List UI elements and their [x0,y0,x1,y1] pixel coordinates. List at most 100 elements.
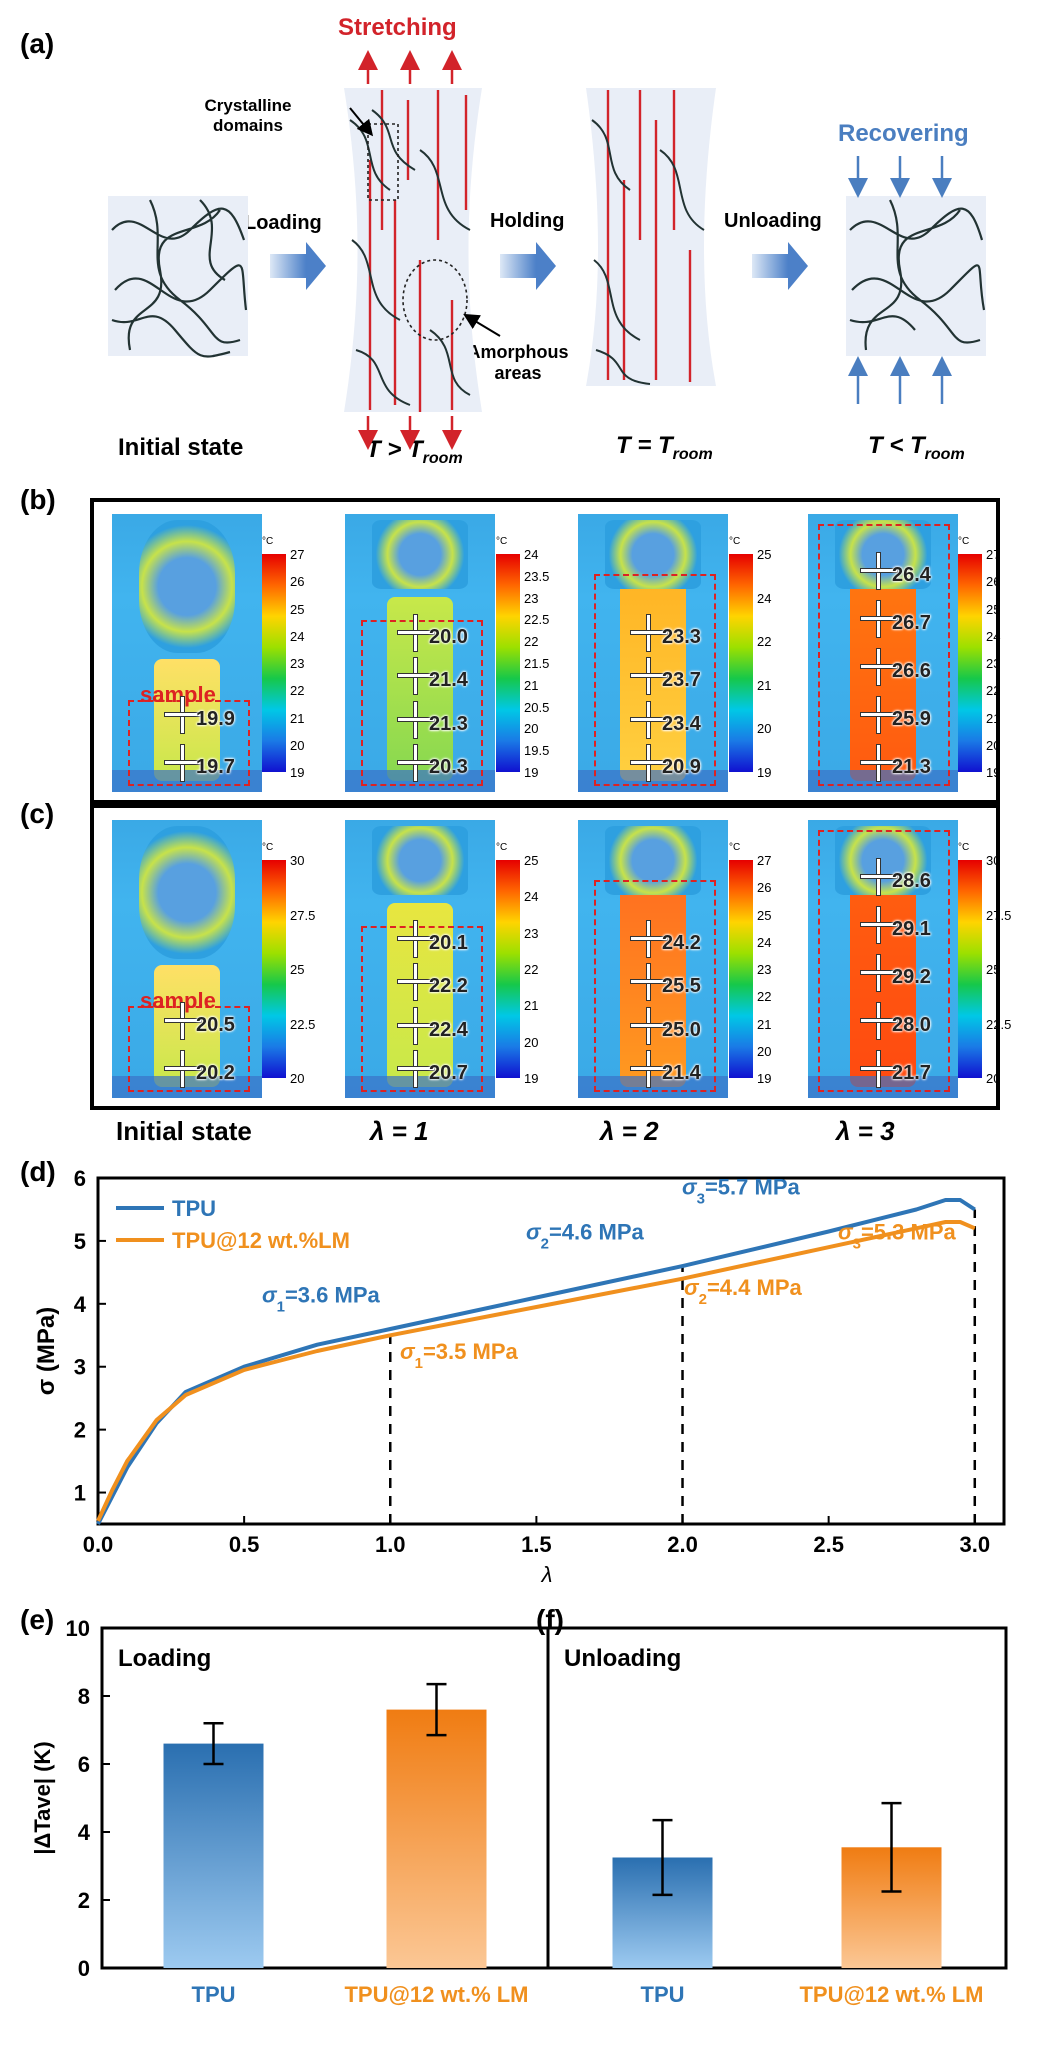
temperature-reading: 21.7 [892,1062,931,1084]
temperature-reading: 26.7 [892,612,931,634]
temperature-reading: 23.3 [662,626,701,648]
temperature-reading: 20.5 [196,1014,235,1036]
panel-f-label: (f) [536,1604,564,1635]
measurement-cursor [630,700,668,739]
caption-lambda-1: λ = 1 [370,1116,429,1146]
colorbar-tick-label: 22 [757,989,772,1005]
colorbar-tick-label: 24 [524,889,539,905]
unloading-arrow [752,254,788,278]
colorbar-tick-label: 21 [524,677,539,693]
temperature-reading: 19.9 [196,708,235,730]
measurement-cursor [397,700,435,739]
sample-region-outline [361,620,483,786]
colorbar-tick-label: 26 [290,574,305,590]
measurement-cursor [397,657,435,696]
measurement-cursor [164,744,202,782]
colorbar-tick-label: 30 [986,853,1001,868]
colorbar [729,554,753,772]
temperature-reading: 25.5 [662,975,701,998]
temperature-reading: 22.4 [429,1018,468,1041]
measurement-cursor [630,963,668,1002]
measurement-cursor [630,614,668,652]
measurement-cursor [630,920,668,958]
series-line-tpu-lm [96,1220,976,1522]
colorbar-tick-label: 27.5 [986,907,1012,923]
colorbar-tick-label: 22 [757,634,772,650]
colorbar [262,554,286,772]
colorbar-unit: °C [262,536,274,547]
panel-title: Unloading [564,1645,681,1672]
colorbar [958,860,982,1078]
caption-lambda-3: λ = 3 [836,1116,895,1146]
temperature-reading: 20.0 [429,626,468,648]
plot-frame [96,1176,1006,1526]
sigma-annotation: σ3=5.3 MPa [838,1220,956,1253]
temperature-reading: 22.2 [429,975,468,998]
colorbar-tick-label: 23 [524,590,539,606]
panel_b-thermal-image-4: 26.4 26.7 26.6 25.9 21.3 [808,514,958,792]
colorbar-tick-label: 21 [290,710,305,726]
colorbar-tick-label: 20 [524,1034,539,1050]
colorbar-tick-label: 26 [986,574,1001,590]
measurement-cursor [860,906,898,944]
colorbar-unit: °C [729,536,741,547]
panel_b-thermal-image-2: 20.0 21.4 21.3 20.3 [345,514,495,792]
legend-label: TPU [172,1196,216,1221]
colorbar-tick-label: 20 [986,737,1001,753]
sample-region-outline [361,926,483,1092]
holding-sample [586,88,716,386]
bar-tpu-lm [386,1709,487,1968]
condition-1-sub: room [422,449,463,467]
colorbar-tick-label: 27 [290,547,305,562]
measurement-cursor [860,1002,898,1040]
measurement-cursor [860,696,898,734]
temperature-reading: 21.4 [429,669,468,692]
condition-2: T = Troom [616,432,713,464]
panel_c-thermal-image-2: 20.1 22.2 22.4 20.7 [345,820,495,1098]
colorbar [729,860,753,1078]
measurement-cursor [630,657,668,696]
recovered-sample [846,156,986,404]
condition-2-sub: room [672,445,713,463]
colorbar-unit: °C [729,842,741,853]
colorbar [496,554,520,772]
colorbar-tick-label: 20 [290,1071,305,1086]
measurement-cursor [860,600,898,638]
x-tick-label: 3.0 [959,1532,990,1557]
bar-tpu [163,1743,264,1968]
panel-c-label: (c) [20,798,55,829]
temperature-reading: 20.9 [662,756,701,778]
colorbar-tick-label: 25 [757,907,772,923]
panel_c-thermal-image-3: 24.2 25.5 25.0 21.4 [578,820,728,1098]
temperature-reading: 29.1 [892,918,931,940]
temperature-reading: 20.7 [429,1062,468,1084]
measurement-cursor [860,552,898,590]
colorbar-tick-label: 20 [290,737,305,753]
colorbar-tick-label: 24 [290,628,305,644]
caption-lambda-2: λ = 2 [600,1116,659,1146]
panel-c-frame [90,804,1000,1110]
x-tick-label: 0.5 [229,1532,260,1557]
sample-region-outline [594,880,716,1092]
colorbar-tick-label: 25 [290,601,305,617]
colorbar-tick-label: 23 [524,925,539,941]
y-tick-label: 8 [78,1684,90,1709]
y-tick-label: 5 [74,1229,86,1254]
recovering-label: Recovering [838,120,969,147]
measurement-cursor [860,648,898,686]
y-tick-label: 10 [66,1616,90,1641]
panel-title: Loading [118,1645,211,1672]
temperature-reading: 29.2 [892,966,931,988]
colorbar-tick-label: 23 [986,656,1001,671]
crystalline-label: Crystalline domains [188,96,308,136]
colorbar [262,860,286,1078]
colorbar-tick-label: 27 [986,547,1001,562]
colorbar-tick-label: 25 [290,962,305,977]
colorbar-tick-label: 24 [986,628,1001,644]
colorbar-tick-label: 21 [757,677,772,693]
colorbar-tick-label: 24 [757,934,772,950]
colorbar-tick-label: 21.5 [524,656,550,671]
sample-region-outline [128,1006,250,1092]
colorbar-tick-label: 21 [524,998,539,1014]
delta-t-bar-charts: Loading 0 2 4 6 8 10 |ΔTave| (K) TPU TPU@12 wt.% … [30,1616,1008,2007]
